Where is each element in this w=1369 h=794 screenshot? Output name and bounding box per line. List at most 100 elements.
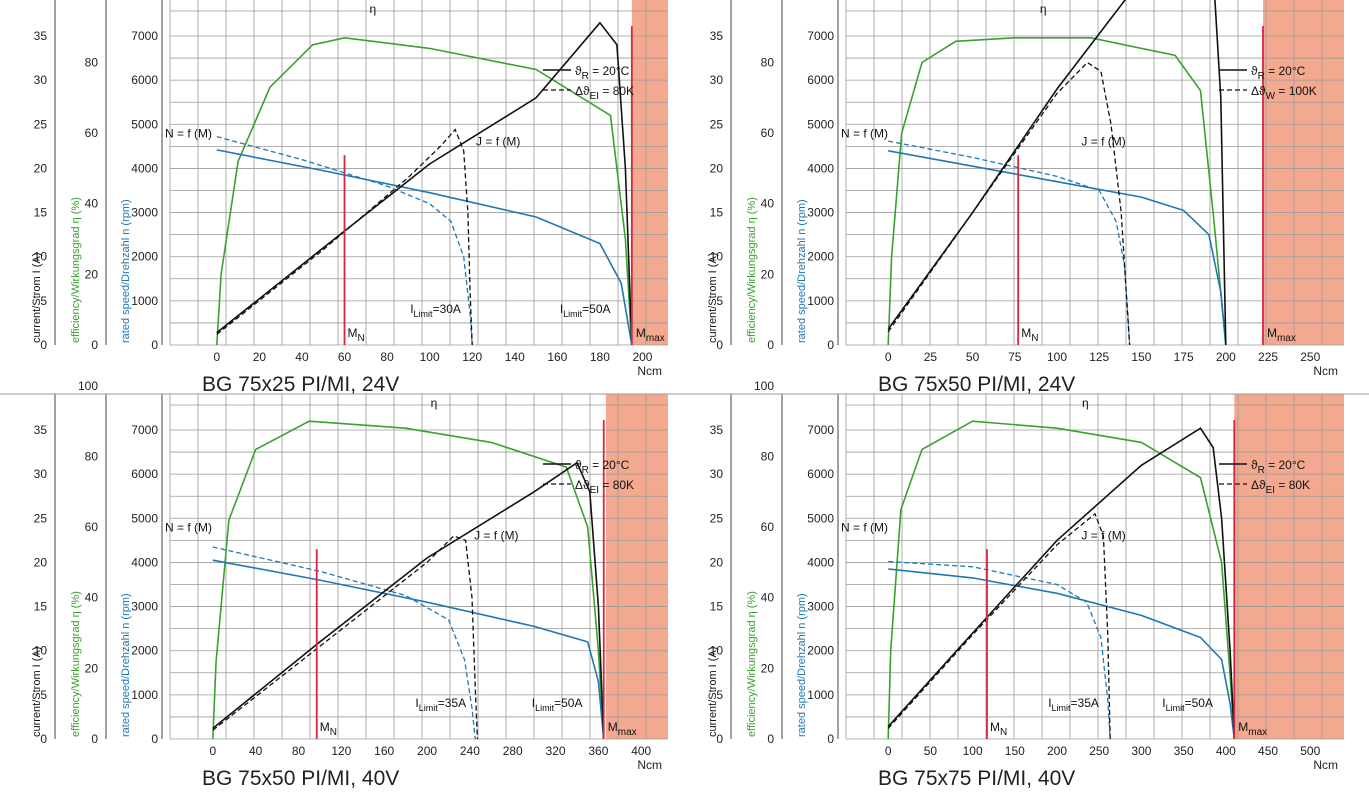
- speed-tick-label: 0: [827, 732, 834, 746]
- max-torque-label: Mmax: [608, 720, 637, 738]
- current-tick-label: 15: [710, 600, 724, 614]
- current-tick-label: 30: [34, 73, 48, 87]
- torque-tick-label: 40: [295, 350, 309, 364]
- efficiency-axis-title: efficiency/Wirkungsgrad η (%): [70, 591, 82, 737]
- torque-tick-label: 180: [590, 350, 610, 364]
- speed-axis-title: rated speed/Drehzahl n (rpm): [120, 199, 132, 343]
- efficiency-tick-label: 100: [78, 379, 98, 393]
- current-tick-label: 5: [716, 294, 723, 308]
- legend-label-2: ΔϑEI = 80K: [575, 84, 634, 102]
- current-curve-label: J = f (M): [476, 135, 520, 149]
- speed-tick-label: 7000: [807, 423, 834, 437]
- speed-curve-label: N = f (M): [841, 521, 888, 535]
- speed-tick-label: 2000: [131, 644, 158, 658]
- speed-tick-label: 6000: [131, 467, 158, 481]
- chart-panel: 0100020003000400050006000700005101520253…: [31, 379, 668, 790]
- legend-label-1: ϑR = 20°C: [1251, 458, 1306, 476]
- speed-tick-label: 6000: [131, 73, 158, 87]
- speed-tick-label: 0: [151, 732, 158, 746]
- efficiency-tick-label: 40: [85, 197, 99, 211]
- current-curve-label: J = f (M): [474, 529, 518, 543]
- torque-tick-label: 20: [253, 350, 267, 364]
- torque-tick-label: 80: [380, 350, 394, 364]
- current-tick-label: 20: [34, 555, 48, 569]
- torque-unit-label: Ncm: [637, 364, 662, 378]
- current-tick-label: 25: [34, 117, 48, 131]
- speed-tick-label: 1000: [131, 688, 158, 702]
- efficiency-axis-title: efficiency/Wirkungsgrad η (%): [70, 197, 82, 343]
- chart-panel: 0100020003000400050006000700005101520253…: [707, 379, 1344, 790]
- current-axis-title: current/Strom I (A): [707, 253, 719, 343]
- legend-label-2: ΔϑEI = 80K: [1251, 478, 1310, 496]
- torque-tick-label: 200: [1047, 744, 1067, 758]
- current-tick-label: 25: [34, 511, 48, 525]
- current-limit-2-label: ILimit=50A: [560, 302, 611, 319]
- torque-tick-label: 400: [631, 744, 651, 758]
- current-tick-label: 15: [34, 206, 48, 220]
- efficiency-curve-label: η: [1082, 396, 1089, 410]
- current-tick-label: 30: [34, 467, 48, 481]
- torque-tick-label: 450: [1258, 744, 1278, 758]
- torque-tick-label: 175: [1174, 350, 1194, 364]
- current-tick-label: 10: [710, 644, 724, 658]
- current-tick-label: 35: [710, 423, 724, 437]
- torque-tick-label: 100: [963, 744, 983, 758]
- speed-curve-cold: [212, 559, 605, 740]
- efficiency-tick-label: 60: [761, 126, 775, 140]
- speed-tick-label: 0: [827, 338, 834, 352]
- legend-label-2: ΔϑEI = 80K: [575, 478, 634, 496]
- torque-tick-label: 80: [292, 744, 306, 758]
- current-axis-title: current/Strom I (A): [31, 253, 43, 343]
- speed-tick-label: 6000: [807, 73, 834, 87]
- efficiency-tick-label: 80: [761, 55, 775, 69]
- efficiency-curve: [887, 420, 1236, 740]
- current-tick-label: 15: [34, 600, 48, 614]
- torque-tick-label: 250: [1089, 744, 1109, 758]
- efficiency-tick-label: 100: [754, 379, 774, 393]
- current-curve-hot: [887, 512, 1111, 740]
- current-curve-label: J = f (M): [1081, 529, 1125, 543]
- torque-tick-label: 225: [1258, 350, 1278, 364]
- efficiency-curve-label: η: [1040, 2, 1047, 16]
- current-axis-title: current/Strom I (A): [707, 647, 719, 737]
- torque-tick-label: 40: [249, 744, 263, 758]
- efficiency-tick-label: 0: [767, 732, 774, 746]
- chart-title: BG 75x50 PI/MI, 24V: [878, 373, 1075, 396]
- speed-tick-label: 3000: [131, 600, 158, 614]
- torque-tick-label: 120: [462, 350, 482, 364]
- rated-torque-label: MN: [990, 720, 1007, 738]
- torque-tick-label: 320: [546, 744, 566, 758]
- legend-label-2: ΔϑW = 100K: [1251, 84, 1317, 102]
- torque-tick-label: 240: [460, 744, 480, 758]
- speed-curve-hot: [888, 140, 1131, 346]
- current-curve-cold: [212, 461, 605, 740]
- current-tick-label: 5: [40, 294, 47, 308]
- overload-zone: [1262, 0, 1344, 345]
- speed-curve-label: N = f (M): [165, 521, 212, 535]
- speed-tick-label: 7000: [131, 29, 158, 43]
- current-axis-title: current/Strom I (A): [31, 647, 43, 737]
- torque-tick-label: 75: [1008, 350, 1022, 364]
- torque-tick-label: 25: [924, 350, 938, 364]
- speed-tick-label: 5000: [131, 511, 158, 525]
- efficiency-tick-label: 20: [85, 267, 99, 281]
- current-curve-cold: [216, 21, 633, 346]
- efficiency-tick-label: 20: [761, 267, 775, 281]
- torque-tick-label: 200: [417, 744, 437, 758]
- efficiency-curve-label: η: [370, 2, 377, 16]
- efficiency-tick-label: 80: [85, 449, 99, 463]
- torque-tick-label: 140: [505, 350, 525, 364]
- current-tick-label: 0: [40, 732, 47, 746]
- legend-label-1: ϑR = 20°C: [575, 458, 630, 476]
- torque-tick-label: 500: [1300, 744, 1320, 758]
- current-tick-label: 35: [710, 29, 724, 43]
- speed-axis-title: rated speed/Drehzahl n (rpm): [796, 593, 808, 737]
- torque-tick-label: 360: [588, 744, 608, 758]
- current-limit-1-label: ILimit=35A: [415, 696, 466, 713]
- speed-tick-label: 3000: [807, 206, 834, 220]
- current-tick-label: 25: [710, 511, 724, 525]
- legend-label-1: ϑR = 20°C: [575, 64, 630, 82]
- chart-panel: 0100020003000400050006000700005101520253…: [707, 0, 1344, 396]
- efficiency-curve: [212, 420, 605, 740]
